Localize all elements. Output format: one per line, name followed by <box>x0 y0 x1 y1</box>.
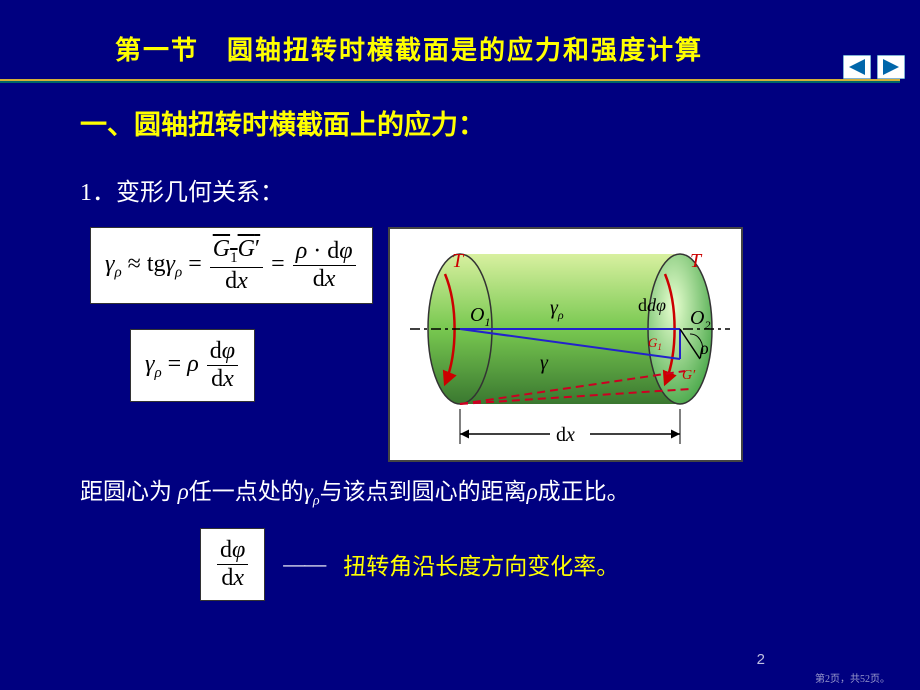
svg-text:ddφ: ddφ <box>638 295 666 315</box>
nav-prev-icon[interactable] <box>843 55 871 84</box>
formula-2: γρ = ρ dφdx <box>130 329 255 402</box>
page-number: 2 <box>757 651 765 668</box>
subsection-dot: ． <box>92 180 116 206</box>
formula-3: dφdx <box>200 528 265 601</box>
torsion-diagram: T T O1 O2 γρ γ ddφ ρ G1 G′ dx <box>388 227 743 462</box>
footer-note: 第2页，共52页。 <box>815 670 890 685</box>
nav-arrows <box>843 55 905 84</box>
explanation-row: dφdx —— 扭转角沿长度方向变化率。 <box>200 528 860 601</box>
subsection-title: 变形几何关系： <box>116 180 284 206</box>
section-heading: 一、圆轴扭转时横截面上的应力： <box>80 103 860 142</box>
nav-next-icon[interactable] <box>877 55 905 84</box>
svg-text:dx: dx <box>556 424 575 446</box>
formula-1: γρ ≈ tgγρ = G1G′dx = ρ · dφdx <box>90 227 373 304</box>
body-text-1: 距圆心为 ρ任一点处的γρ与该点到圆心的距离ρ成正比。 <box>80 472 860 510</box>
svg-text:T: T <box>690 250 703 272</box>
svg-text:T: T <box>452 250 465 272</box>
slide-title: 第一节 圆轴扭转时横截面是的应力和强度计算 <box>0 0 920 79</box>
explanation-text: 扭转角沿长度方向变化率。 <box>343 547 619 581</box>
svg-text:γ: γ <box>540 352 549 374</box>
dash-separator: —— <box>283 551 325 577</box>
subsection-heading: 1．变形几何关系： <box>80 172 860 207</box>
subsection-number: 1 <box>80 180 92 206</box>
svg-text:G′: G′ <box>682 368 696 383</box>
